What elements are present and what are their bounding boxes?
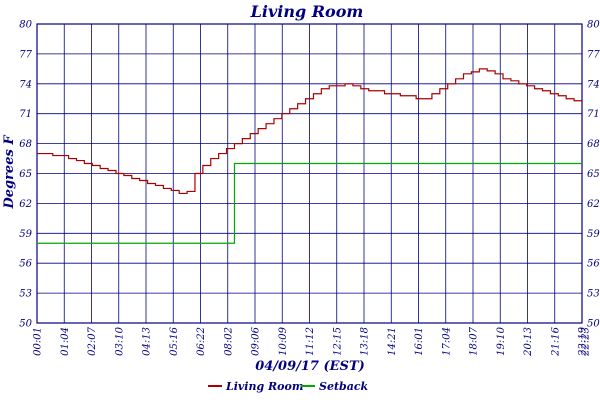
y-tick-label-left: 68 (19, 139, 32, 150)
x-tick-label: 13:18 (360, 327, 371, 356)
chart-series (37, 68, 582, 244)
x-tick-label: 22:23 (581, 327, 592, 357)
x-tick-label: 00:01 (33, 327, 44, 356)
y-tick-label-left: 71 (19, 109, 32, 120)
legend-label-0: Living Room (225, 380, 303, 393)
x-tick-label: 21:16 (550, 326, 561, 356)
x-tick-label: 17:04 (441, 327, 452, 356)
x-tick-label: 02:07 (87, 326, 98, 355)
y-tick-label-right: 74 (587, 79, 600, 90)
legend-label-1: Setback (319, 380, 369, 393)
y-tick-label-right: 53 (587, 289, 600, 300)
x-tick-label: 03:10 (114, 326, 125, 355)
y-tick-label-right: 77 (587, 49, 600, 60)
y-tick-label-right: 68 (587, 139, 600, 150)
x-tick-label: 01:04 (60, 327, 71, 356)
x-tick-label: 20:13 (523, 327, 534, 357)
x-tick-label: 22:19 (578, 326, 589, 356)
y-tick-label-right: 71 (587, 109, 600, 120)
y-tick-label-left: 56 (19, 259, 32, 270)
x-tick-label: 16:01 (414, 327, 425, 356)
y-tick-label-right: 65 (587, 169, 600, 180)
y-tick-label-right: 62 (587, 199, 600, 210)
y-tick-label-left: 59 (19, 229, 32, 240)
y-axis-ticks: 50 50 53 53 56 56 59 59 62 62 65 65 68 68 71 71 74 74 77 77… (19, 20, 600, 330)
y-tick-label-right: 56 (587, 259, 600, 270)
y-axis-label: Degrees F (2, 135, 17, 210)
x-tick-label: 08:02 (223, 327, 234, 356)
y-tick-label-right: 50 (587, 319, 600, 330)
chart-grid (36, 23, 583, 324)
legend: Living Room Setback (208, 380, 369, 393)
y-tick-label-right: 80 (587, 20, 600, 31)
x-tick-label: 05:16 (169, 326, 180, 355)
x-axis-label: 04/09/17 (EST) (255, 359, 365, 374)
y-tick-label-left: 80 (19, 20, 32, 31)
y-tick-label-left: 53 (19, 289, 32, 300)
y-tick-label-right: 59 (587, 229, 600, 240)
x-tick-label: 11:12 (305, 327, 316, 356)
y-tick-label-left: 65 (19, 169, 32, 180)
x-tick-label: 14:21 (387, 327, 398, 356)
y-tick-label-left: 77 (19, 49, 32, 60)
x-tick-label: 18:07 (469, 326, 480, 355)
x-tick-label: 06:22 (196, 327, 207, 356)
series-line-1 (37, 162, 582, 244)
y-tick-label-left: 74 (19, 79, 32, 90)
x-tick-label: 04:13 (142, 327, 153, 356)
x-tick-label: 09:06 (251, 326, 262, 355)
x-axis-ticks: 00:01 01:04 02:07 03:10 04:13 05:16 06:22 08:02… (33, 326, 592, 356)
y-tick-label-left: 62 (19, 199, 32, 210)
x-tick-label: 19:10 (496, 326, 507, 355)
series-line-0 (37, 68, 582, 195)
chart-title: Living Room (250, 2, 364, 21)
x-tick-label: 10:09 (278, 326, 289, 355)
y-tick-label-left: 50 (19, 319, 32, 330)
x-tick-label: 12:15 (332, 327, 343, 356)
